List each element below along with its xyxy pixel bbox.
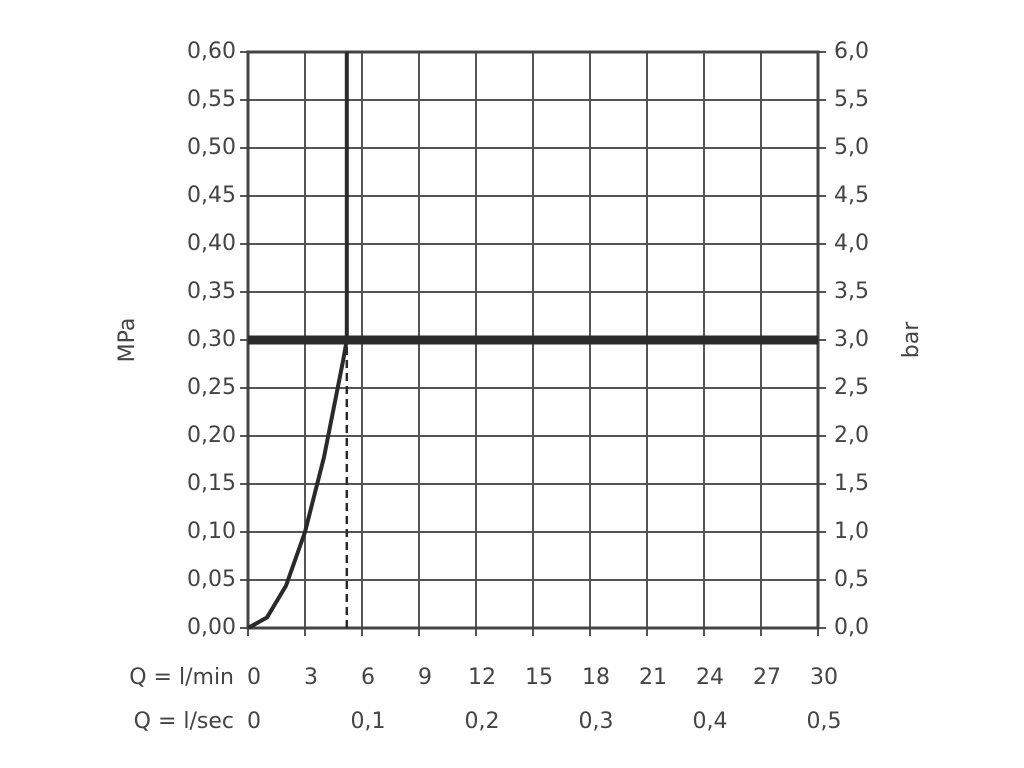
- y2-tick-label: 6,0: [834, 39, 869, 64]
- y-tick-label: 0,10: [187, 519, 236, 544]
- x-tick-label: 6: [361, 665, 375, 690]
- y-tick-label: 0,05: [187, 567, 236, 592]
- x-tick-label: 21: [639, 665, 667, 690]
- x-tick-label: 24: [696, 665, 724, 690]
- x-tick-label: 30: [810, 665, 838, 690]
- y-tick-label: 0,35: [187, 279, 236, 304]
- y2-tick-label: 1,5: [834, 471, 869, 496]
- y-tick-label: 0,20: [187, 423, 236, 448]
- y2-tick-label: 4,5: [834, 183, 869, 208]
- x-tick-label: 9: [418, 665, 432, 690]
- curve: [247, 52, 349, 630]
- x2-tick-label: 0: [247, 709, 261, 734]
- y2-tick-label: 2,0: [834, 423, 869, 448]
- x2-tick-label: 0,2: [465, 709, 500, 734]
- x-tick-label: 3: [304, 665, 318, 690]
- y-tick-label: 0,15: [187, 471, 236, 496]
- y2-tick-label: 0,5: [834, 567, 869, 592]
- x-tick-label: 27: [753, 665, 781, 690]
- y2-tick-label: 5,0: [834, 135, 869, 160]
- y2-tick-label: 3,0: [834, 327, 869, 352]
- y2-tick-label: 2,5: [834, 375, 869, 400]
- x2-tick-label: 0,5: [807, 709, 842, 734]
- y-tick-label: 0,30: [187, 327, 236, 352]
- x2-tick-label: 0,1: [351, 709, 386, 734]
- y2-tick-label: 0,0: [834, 615, 869, 640]
- y-tick-label: 0,40: [187, 231, 236, 256]
- y-tick-label: 0,55: [187, 87, 236, 112]
- y-tick-label: 0,60: [187, 39, 236, 64]
- y-axis-label: MPa: [115, 318, 140, 363]
- x-tick-label: 15: [525, 665, 553, 690]
- x-tick-label: 12: [468, 665, 496, 690]
- y2-tick-label: 4,0: [834, 231, 869, 256]
- y2-tick-label: 3,5: [834, 279, 869, 304]
- y2-tick-label: 5,5: [834, 87, 869, 112]
- x-tick-label: 18: [582, 665, 610, 690]
- y-tick-label: 0,50: [187, 135, 236, 160]
- y-tick-label: 0,00: [187, 615, 236, 640]
- y2-tick-label: 1,0: [834, 519, 869, 544]
- y2-axis-label: bar: [899, 321, 924, 358]
- y-tick-label: 0,25: [187, 375, 236, 400]
- x2-tick-label: 0,3: [579, 709, 614, 734]
- x2-tick-label: 0,4: [693, 709, 728, 734]
- x-axis-label: Q = l/min: [129, 665, 234, 690]
- x-tick-label: 0: [247, 665, 261, 690]
- x2-axis-label: Q = l/sec: [134, 709, 234, 734]
- y-tick-label: 0,45: [187, 183, 236, 208]
